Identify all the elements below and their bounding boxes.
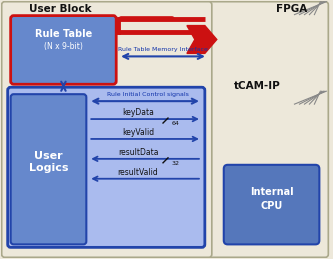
Text: User: User [34, 151, 63, 161]
FancyBboxPatch shape [165, 2, 328, 257]
Text: Rule Initial Control signals: Rule Initial Control signals [107, 92, 189, 97]
Text: resultValid: resultValid [118, 168, 159, 177]
Text: 64: 64 [172, 121, 180, 126]
FancyBboxPatch shape [11, 16, 116, 84]
Text: Internal: Internal [250, 187, 293, 197]
Text: FPGA: FPGA [276, 4, 307, 14]
Text: User Block: User Block [29, 4, 91, 14]
Text: keyData: keyData [122, 108, 154, 117]
FancyBboxPatch shape [2, 2, 212, 257]
Text: tCAM-IP: tCAM-IP [234, 81, 281, 91]
FancyBboxPatch shape [8, 87, 205, 247]
Text: resultData: resultData [118, 148, 159, 157]
Text: Rule Table Memory Interface: Rule Table Memory Interface [118, 47, 208, 52]
Text: keyValid: keyValid [122, 128, 154, 137]
Polygon shape [187, 26, 217, 53]
FancyBboxPatch shape [11, 94, 86, 244]
Text: (N x 9-bit): (N x 9-bit) [44, 42, 83, 52]
Text: 32: 32 [172, 161, 180, 166]
Text: Logics: Logics [29, 163, 68, 173]
Text: CPU: CPU [260, 200, 283, 211]
Text: Rule Table: Rule Table [35, 28, 92, 39]
FancyBboxPatch shape [224, 165, 319, 244]
